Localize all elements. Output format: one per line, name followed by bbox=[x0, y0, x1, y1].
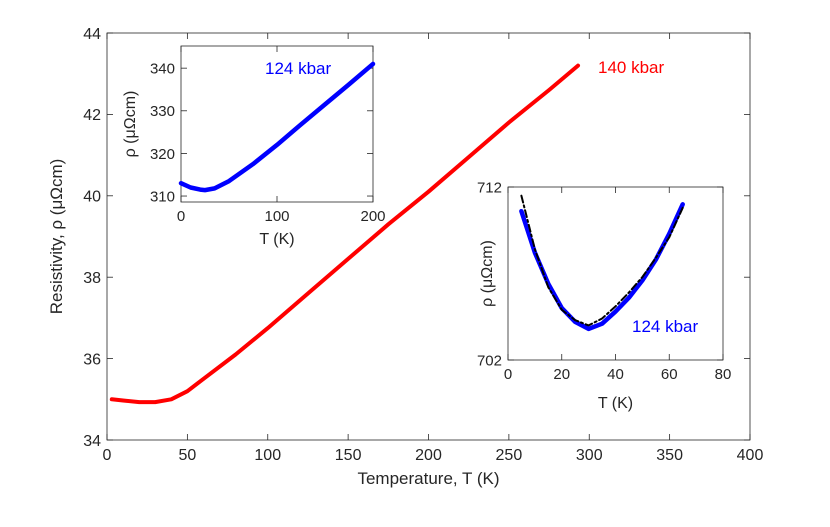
inset-124kbar-ytick-label: 310 bbox=[150, 188, 175, 205]
main-xtick-label: 100 bbox=[254, 447, 281, 464]
inset-124kbar-axes-box bbox=[180, 45, 374, 203]
inset-lowT-xtick-label: 0 bbox=[504, 366, 512, 383]
inset-124kbar-annotation-label: 124 kbar bbox=[265, 59, 331, 78]
main-ytick-label: 44 bbox=[83, 26, 101, 43]
inset-124kbar-series-data-line bbox=[178, 61, 376, 193]
inset-lowT-ylabel: ρ (μΩcm) bbox=[479, 240, 496, 307]
main-ylabel: Resistivity, ρ (μΩcm) bbox=[47, 159, 66, 315]
inset-lowT-xtick-label: 40 bbox=[607, 366, 624, 383]
inset-124kbar-ytick-label: 320 bbox=[150, 146, 175, 163]
inset-124kbar-ylabel: ρ (μΩcm) bbox=[122, 91, 139, 158]
main-xtick-label: 300 bbox=[576, 447, 603, 464]
inset-124kbar-xlabel: T (K) bbox=[259, 231, 294, 248]
inset-lowT-xtick-label: 20 bbox=[553, 366, 570, 383]
inset-lowT-ytick-label: 702 bbox=[477, 352, 502, 369]
main-xtick-label: 50 bbox=[178, 447, 196, 464]
main-ytick-label: 40 bbox=[83, 189, 101, 206]
main-xtick-label: 250 bbox=[496, 447, 523, 464]
inset-lowT-xtick-label: 60 bbox=[661, 366, 678, 383]
main-xtick-label: 0 bbox=[103, 447, 112, 464]
main-series-data-line bbox=[109, 63, 580, 405]
main-ytick-label: 42 bbox=[83, 107, 101, 124]
inset-124kbar-xtick-label: 0 bbox=[177, 208, 185, 225]
inset-lowT-series-fit-line bbox=[520, 194, 684, 327]
inset-124kbar-ytick-label: 330 bbox=[150, 103, 175, 120]
inset-124kbar-ytick-label: 340 bbox=[150, 61, 175, 78]
main-annotation-label: 140 kbar bbox=[598, 58, 664, 77]
main-xtick-label: 400 bbox=[737, 447, 764, 464]
main-xtick-label: 150 bbox=[335, 447, 362, 464]
inset-lowT-xtick-label: 80 bbox=[715, 366, 732, 383]
inset-lowT-annotation-label: 124 kbar bbox=[632, 317, 698, 336]
main-xtick-label: 200 bbox=[415, 447, 442, 464]
inset-lowT-xlabel: T (K) bbox=[598, 395, 633, 412]
main-xtick-label: 350 bbox=[656, 447, 683, 464]
main-ytick-label: 38 bbox=[83, 270, 101, 287]
inset-124kbar-xtick-label: 200 bbox=[360, 208, 385, 225]
inset-lowT-ytick-label: 712 bbox=[477, 179, 502, 196]
inset-124kbar-xtick-label: 100 bbox=[264, 208, 289, 225]
main-ytick-label: 34 bbox=[83, 433, 101, 450]
main-xlabel: Temperature, T (K) bbox=[357, 469, 499, 488]
main-ytick-label: 36 bbox=[83, 351, 101, 368]
inset-lowT-series-data-line bbox=[519, 202, 685, 332]
